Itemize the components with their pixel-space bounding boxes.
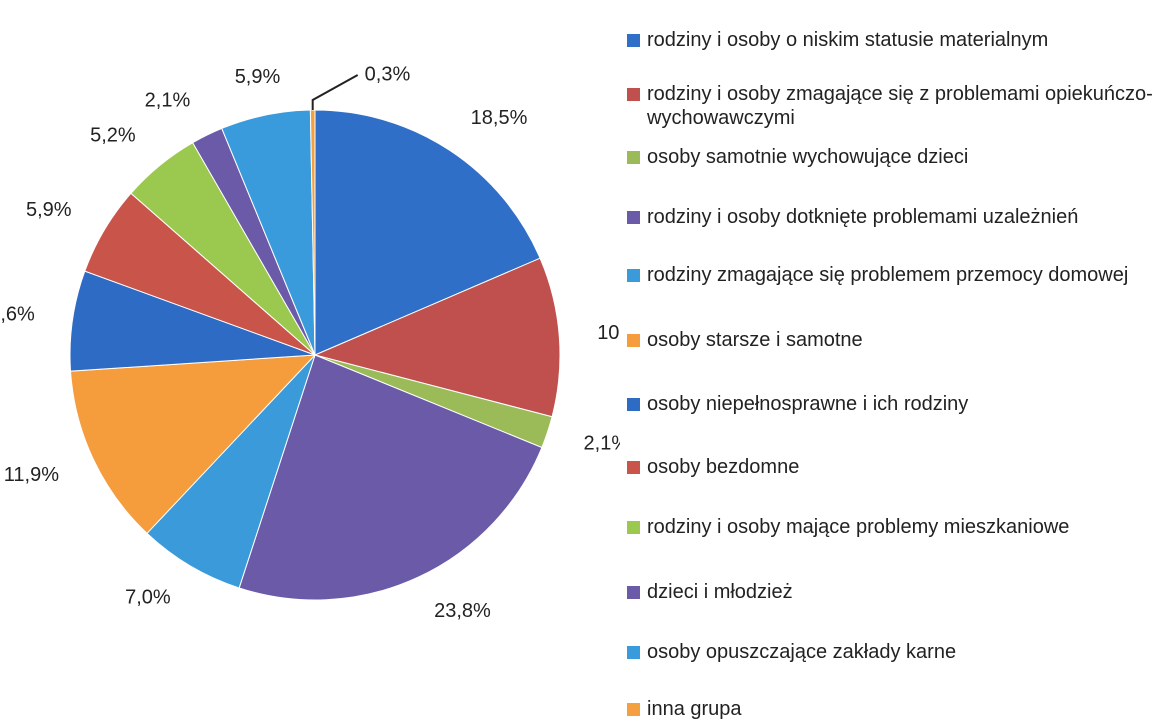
legend-item: osoby samotnie wychowujące dzieci	[625, 145, 1170, 169]
data-label: 5,9%	[26, 199, 72, 221]
legend-item: rodziny i osoby mające problemy mieszkan…	[625, 515, 1170, 539]
data-label: 7,0%	[125, 587, 171, 609]
legend-swatch	[627, 334, 640, 347]
legend-item: rodziny zmagające się problemem przemocy…	[625, 263, 1170, 287]
legend-label: osoby samotnie wychowujące dzieci	[647, 146, 969, 168]
legend-label: dzieci i młodzież	[647, 581, 793, 603]
data-label: 23,8%	[434, 600, 491, 622]
legend-label: rodziny i osoby mające problemy mieszkan…	[647, 516, 1070, 538]
pie-slice	[70, 354, 317, 535]
legend-item: osoby opuszczające zakłady karne	[625, 640, 1170, 664]
legend-label: rodziny i osoby zmagające się z problema…	[647, 83, 1153, 129]
legend-label: osoby niepełnosprawne i ich rodziny	[647, 393, 969, 415]
legend-swatch	[627, 461, 640, 474]
legend-swatch	[627, 269, 640, 282]
legend-label: osoby bezdomne	[647, 456, 800, 478]
data-label: 2,1%	[145, 89, 191, 111]
legend-label: osoby opuszczające zakłady karne	[647, 641, 957, 663]
legend-label: rodziny i osoby dotknięte problemami uza…	[647, 206, 1079, 228]
legend-swatch	[627, 646, 640, 659]
data-label: 6,6%	[0, 303, 35, 325]
legend-item: osoby bezdomne	[625, 455, 1170, 479]
pie-area: 18,5% 10,5% 2,1% 23,8% 7,0% 11,9% 6,6% 5,9% 5,2%…	[0, 63, 620, 622]
data-label: 0,3%	[365, 63, 411, 85]
legend-swatch	[627, 398, 640, 411]
data-label: 2,1%	[584, 433, 620, 455]
legend-item: dzieci i młodzież	[625, 580, 1170, 604]
legend-swatch	[627, 211, 640, 224]
legend-item: osoby starsze i samotne	[625, 328, 1170, 352]
legend-item: osoby niepełnosprawne i ich rodziny	[625, 392, 1170, 416]
legend-swatch	[627, 34, 640, 47]
legend-swatch	[627, 703, 640, 716]
legend-swatch	[627, 151, 640, 164]
legend-item: rodziny i osoby zmagające się z problema…	[625, 82, 1170, 130]
pie-slice	[314, 109, 541, 356]
legend-label: rodziny i osoby o niskim statusie materi…	[647, 29, 1049, 51]
legend-item: rodziny i osoby o niskim statusie materi…	[625, 28, 1170, 52]
legend-swatch	[627, 521, 640, 534]
pie-slice	[146, 354, 316, 589]
legend-item: inna grupa	[625, 697, 1170, 721]
leader-line	[311, 74, 359, 111]
legend-swatch	[627, 586, 640, 599]
legend-label: inna grupa	[647, 698, 742, 720]
data-label: 5,2%	[90, 124, 136, 146]
data-label: 11,9%	[4, 464, 59, 486]
pie-slice	[238, 354, 543, 601]
pie-slice	[309, 109, 316, 356]
legend-label: osoby starsze i samotne	[647, 329, 863, 351]
pie-slice	[313, 257, 561, 418]
data-label: 5,9%	[235, 66, 281, 88]
legend-label: rodziny zmagające się problemem przemocy…	[647, 264, 1129, 286]
legend-swatch	[627, 88, 640, 101]
legend-item: rodziny i osoby dotknięte problemami uza…	[625, 205, 1170, 229]
data-label: 10,5%	[597, 322, 620, 344]
data-label: 18,5%	[471, 107, 528, 129]
